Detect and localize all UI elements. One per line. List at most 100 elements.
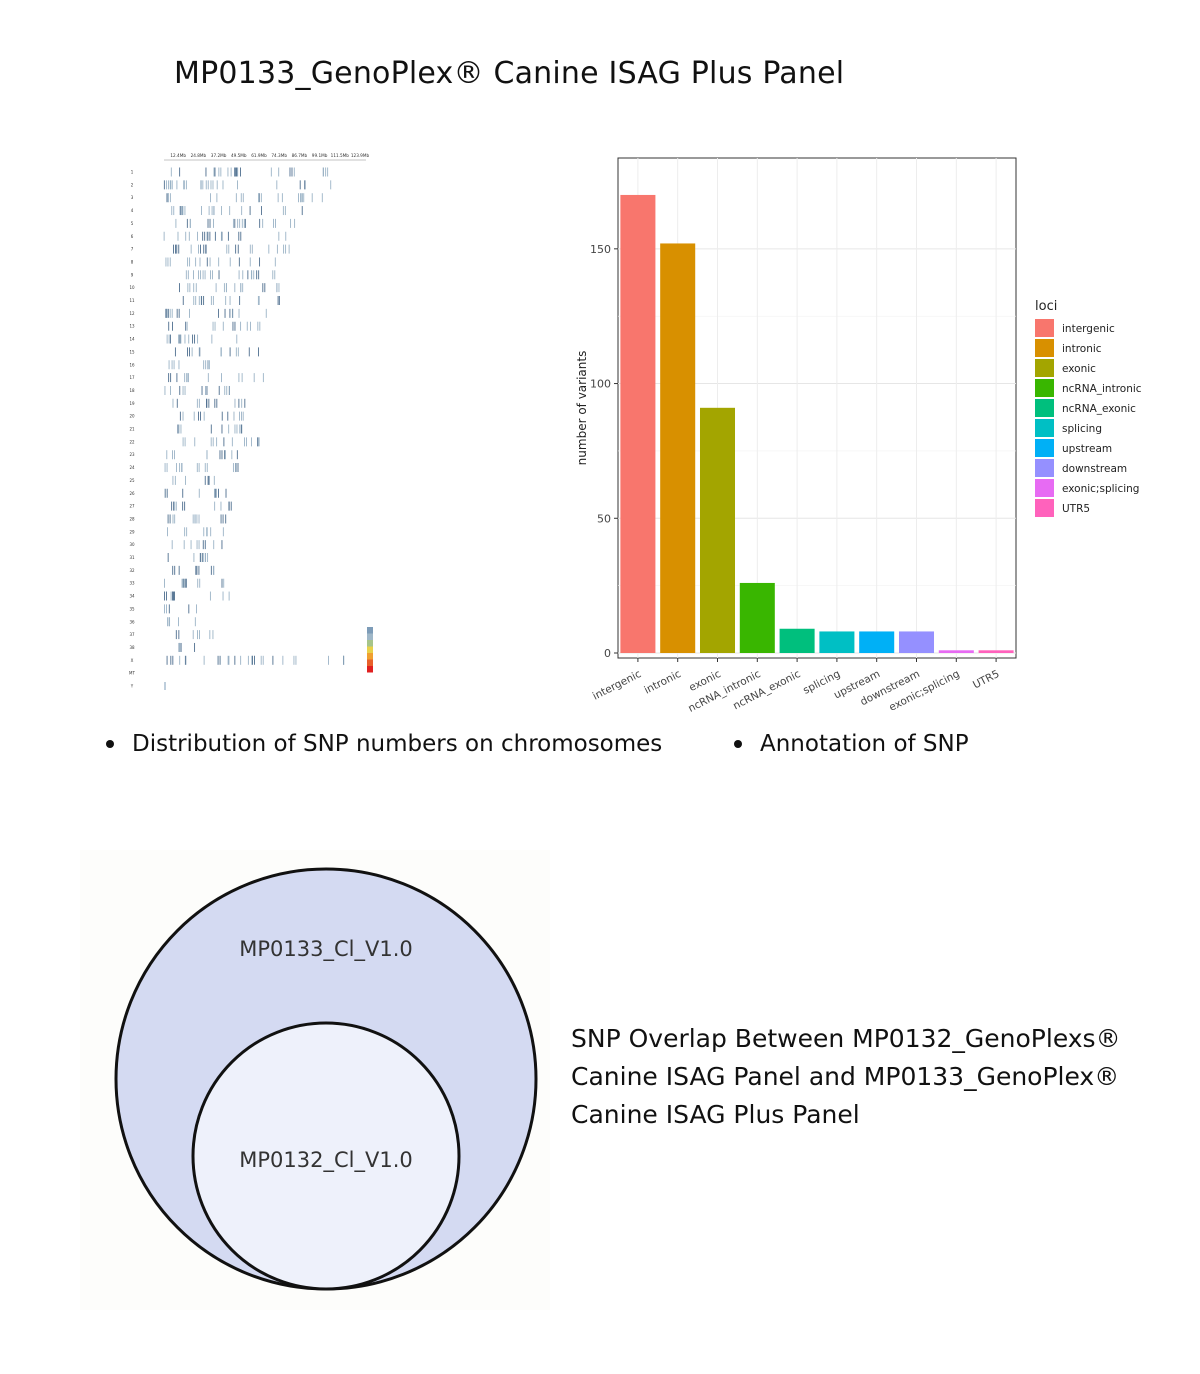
y-tick-label: 50 <box>597 512 611 525</box>
overlap-caption-line: Canine ISAG Plus Panel <box>571 1100 860 1129</box>
legend-label: exonic;splicing <box>1062 483 1139 495</box>
legend-label: UTR5 <box>1062 503 1090 515</box>
chromosome-label: 21 <box>129 427 135 432</box>
bullet-annotation-label: Annotation of SNP <box>760 731 969 757</box>
chromosome-label: 34 <box>129 594 135 599</box>
legend-swatch <box>1035 339 1054 357</box>
legend-swatch <box>1035 399 1054 417</box>
chromosome-label: 10 <box>129 285 135 290</box>
chromosome-label: 7 <box>131 247 134 252</box>
density-legend-swatch <box>367 646 373 653</box>
chromosome-label: 14 <box>129 337 135 342</box>
chromosome-label: 18 <box>129 388 135 393</box>
chromosome-label: 12 <box>129 311 135 316</box>
x-tick-label: 49.5Mb <box>231 153 247 158</box>
legend-label: exonic <box>1062 363 1096 375</box>
density-legend-swatch <box>367 653 373 660</box>
bar-intergenic <box>620 194 656 653</box>
chromosome-label: 20 <box>129 414 135 419</box>
x-tick-label: 37.2Mb <box>211 153 227 158</box>
chromosome-label: 23 <box>129 452 135 457</box>
chromosome-label: 30 <box>129 542 135 547</box>
chromosome-label: 36 <box>129 619 135 624</box>
density-legend-swatch <box>367 659 373 666</box>
bullet-dot <box>106 740 114 748</box>
legend-label: ncRNA_exonic <box>1062 403 1136 415</box>
chromosome-label: 37 <box>129 632 135 637</box>
bar-intronic <box>660 243 696 653</box>
bar-ncrna-exonic <box>779 628 815 653</box>
bullet-dot <box>734 740 742 748</box>
density-legend-swatch <box>367 633 373 640</box>
overlap-caption-line: Canine ISAG Panel and MP0133_GenoPlex® <box>571 1062 1120 1091</box>
bullet-annotation: Annotation of SNP <box>734 731 969 757</box>
chromosome-label: 26 <box>129 491 135 496</box>
chromosome-label: 9 <box>131 272 134 277</box>
chromosome-label: 19 <box>129 401 135 406</box>
density-legend-swatch <box>367 627 373 634</box>
chromosome-label: 35 <box>129 606 135 611</box>
x-tick-label: 12.4Mb <box>170 153 186 158</box>
x-tick-label: 99.1Mb <box>312 153 328 158</box>
bar-splicing <box>819 631 855 653</box>
legend-label: intronic <box>1062 343 1102 355</box>
chromosome-label: 28 <box>129 516 135 521</box>
legend-swatch <box>1035 499 1054 517</box>
chromosome-label: X <box>131 658 134 663</box>
legend-label: upstream <box>1062 443 1112 455</box>
bar-utr5 <box>978 650 1014 653</box>
chromosome-label: 17 <box>129 375 135 380</box>
x-tick-label: 86.7Mb <box>292 153 308 158</box>
legend-swatch <box>1035 439 1054 457</box>
chromosome-label: 11 <box>129 298 135 303</box>
chromosome-label: 15 <box>129 349 135 354</box>
legend-label: downstream <box>1062 463 1127 475</box>
chromosome-label: MT <box>129 671 135 676</box>
legend-label: intergenic <box>1062 323 1115 335</box>
inner-set-label: MP0132_Cl_V1.0 <box>239 1148 413 1173</box>
bar-exonic <box>699 407 736 653</box>
chromosome-label: 16 <box>129 362 135 367</box>
legend-swatch <box>1035 419 1054 437</box>
overlap-caption-line: SNP Overlap Between MP0132_GenoPlexs® <box>571 1024 1121 1053</box>
inner-set-circle <box>191 1021 461 1291</box>
chromosome-label: 33 <box>129 581 135 586</box>
chromosome-label: 27 <box>129 504 135 509</box>
bar-ncrna-intronic <box>739 582 775 653</box>
chromosome-label: 13 <box>129 324 135 329</box>
chromosome-label: Y <box>130 684 134 689</box>
x-tick-label: 74.3Mb <box>271 153 287 158</box>
outer-set-label: MP0133_Cl_V1.0 <box>239 937 413 962</box>
legend-swatch <box>1035 319 1054 337</box>
y-tick-label: 0 <box>604 647 611 660</box>
chromosome-label: 5 <box>131 221 134 226</box>
x-tick-label: 123.9Mb <box>351 153 370 158</box>
x-tick-label: exonic;splicing <box>887 668 961 714</box>
x-tick-label: ncRNA_exonic <box>731 668 803 712</box>
overlap-caption: SNP Overlap Between MP0132_GenoPlexs® Ca… <box>571 1020 1171 1134</box>
y-axis-label: number of variants <box>575 351 589 466</box>
x-tick-label: 24.8Mb <box>191 153 207 158</box>
bar-upstream <box>859 631 895 653</box>
chromosome-label: 24 <box>129 465 135 470</box>
chromosome-label: 38 <box>129 645 135 650</box>
y-tick-label: 150 <box>590 243 611 256</box>
legend-swatch <box>1035 359 1054 377</box>
density-legend-swatch <box>367 666 373 673</box>
chromosome-label: 4 <box>131 208 134 213</box>
x-tick-label: intergenic <box>591 668 644 703</box>
y-tick-label: 100 <box>590 378 611 391</box>
legend-swatch <box>1035 459 1054 477</box>
bullet-distribution: Distribution of SNP numbers on chromosom… <box>106 731 662 757</box>
chromosome-label: 1 <box>131 170 134 175</box>
x-tick-label: 61.9Mb <box>251 153 267 158</box>
x-tick-label: UTR5 <box>971 668 1001 691</box>
snp-density-chart: 12.4Mb 24.8Mb 37.2Mb 49.5Mb 61.9Mb 74.3Mb 86.7… <box>129 153 373 690</box>
legend-swatch <box>1035 379 1054 397</box>
snp-overlap-venn: MP0133_Cl_V1.0 MP0132_Cl_V1.0 <box>80 850 550 1310</box>
page-title: MP0133_GenoPlex® Canine ISAG Plus Panel <box>174 56 845 91</box>
chromosome-label: 22 <box>129 439 135 444</box>
chromosome-label: 25 <box>129 478 135 483</box>
chromosome-label: 29 <box>129 529 135 534</box>
